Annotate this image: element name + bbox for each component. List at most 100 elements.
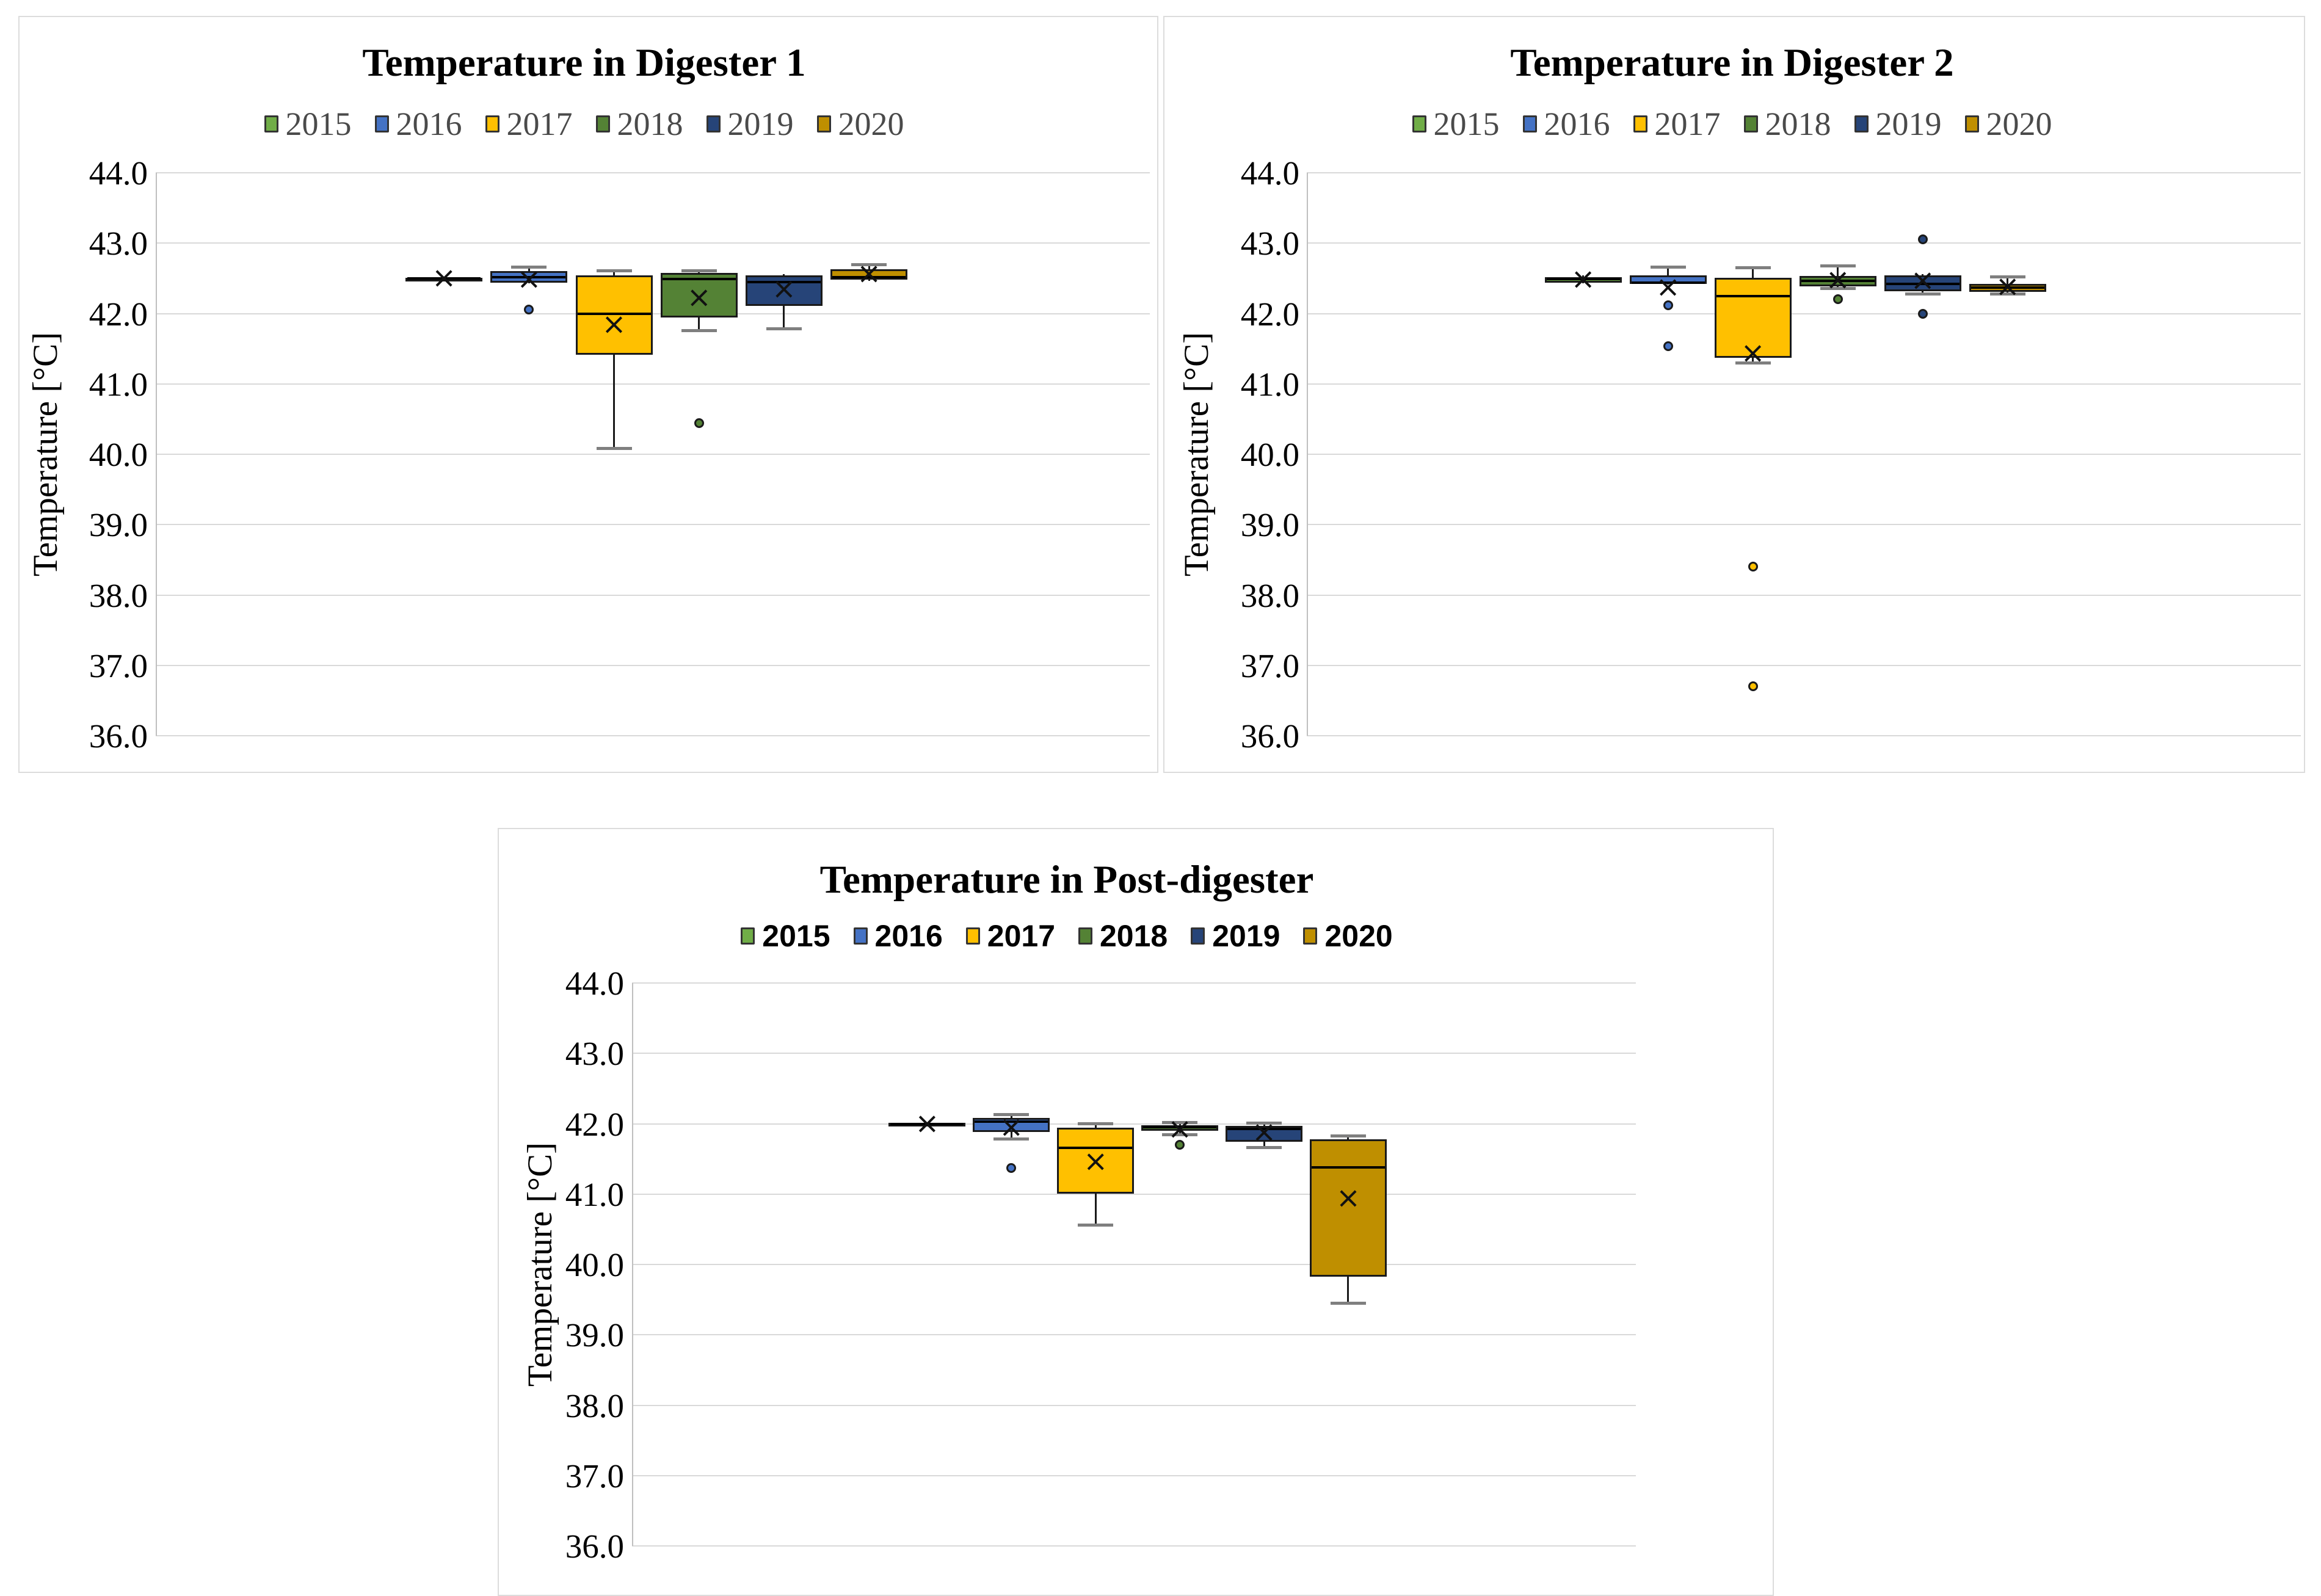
upper-whisker-cap — [1246, 1121, 1282, 1125]
legend-label: 2020 — [838, 106, 904, 142]
mean-marker: × — [915, 1106, 940, 1141]
outlier-point — [1748, 562, 1758, 572]
outlier-point — [1917, 234, 1928, 245]
mean-marker: × — [1335, 1180, 1361, 1215]
legend-swatch — [1522, 115, 1537, 132]
legend-item-2015: 2015 — [1412, 105, 1500, 143]
legend-item-2018: 2018 — [595, 105, 683, 143]
gridline — [1307, 454, 2301, 455]
legend-label: 2015 — [1433, 106, 1500, 142]
gridline — [156, 454, 1150, 455]
y-tick-label: 39.0 — [89, 506, 148, 544]
gridline — [1307, 524, 2301, 526]
y-axis-line — [1307, 173, 1308, 736]
median-line — [1970, 286, 2044, 289]
mean-marker: × — [856, 256, 882, 291]
median-line — [662, 278, 736, 281]
median-line — [832, 275, 906, 278]
legend-swatch — [264, 115, 278, 132]
legend-swatch — [1743, 115, 1758, 132]
legend-swatch — [595, 115, 610, 132]
y-tick-label: 44.0 — [89, 154, 148, 192]
legend-item-2016: 2016 — [1522, 105, 1610, 143]
box — [1714, 277, 1792, 358]
legend-swatch — [853, 927, 868, 945]
median-line — [1311, 1166, 1385, 1169]
mean-marker: × — [601, 307, 627, 341]
chart-title: Temperature in Digester 2 — [1510, 41, 1954, 85]
chart-panel — [1163, 16, 2305, 773]
legend-swatch — [1633, 115, 1647, 132]
upper-whisker — [1837, 266, 1839, 277]
y-tick-label: 42.0 — [565, 1105, 624, 1143]
legend-swatch — [1854, 115, 1869, 132]
median-line — [890, 1122, 964, 1125]
gridline — [632, 1334, 1636, 1336]
outlier-point — [1917, 308, 1928, 319]
lower-whisker-cap — [993, 1137, 1030, 1141]
gridline — [1307, 242, 2301, 244]
legend: 2015 2016 2017 2018 2019 2020 — [18, 103, 1150, 145]
legend-label: 2015 — [285, 106, 352, 142]
outlier-point — [1748, 681, 1758, 692]
outlier-point — [1663, 300, 1673, 310]
y-tick-label: 39.0 — [565, 1316, 624, 1354]
mean-marker: × — [1825, 263, 1850, 297]
lower-whisker-cap — [1246, 1146, 1282, 1150]
y-tick-label: 37.0 — [565, 1457, 624, 1495]
upper-whisker — [2007, 277, 2009, 285]
legend: 2015 2016 2017 2018 2019 2020 — [498, 915, 1636, 957]
legend-swatch — [1412, 115, 1426, 132]
gridline — [1307, 383, 2301, 385]
legend-item-2020: 2020 — [816, 105, 904, 143]
upper-whisker — [528, 267, 530, 272]
y-tick-label: 43.0 — [1240, 225, 1299, 263]
upper-whisker-cap — [851, 263, 887, 267]
legend-item-2015: 2015 — [741, 918, 830, 954]
median-line — [1716, 294, 1790, 297]
y-tick-label: 42.0 — [1240, 295, 1299, 333]
mean-marker: × — [1251, 1115, 1277, 1150]
mean-marker: × — [1740, 336, 1765, 371]
gridline — [156, 172, 1150, 173]
mean-marker: × — [1571, 262, 1596, 297]
mean-marker: × — [1655, 269, 1680, 304]
mean-marker: × — [686, 280, 711, 315]
upper-whisker — [1582, 275, 1585, 277]
gridline — [156, 664, 1150, 666]
legend-label: 2017 — [1654, 106, 1721, 142]
mean-marker: × — [1083, 1144, 1108, 1178]
gridline — [1307, 664, 2301, 666]
legend-label: 2016 — [874, 919, 943, 953]
upper-whisker — [1667, 267, 1669, 276]
outlier-point — [1832, 294, 1843, 305]
legend-label: 2018 — [1765, 106, 1831, 142]
legend-label: 2016 — [1544, 106, 1610, 142]
lower-whisker — [1667, 284, 1669, 285]
gridline — [1307, 735, 2301, 736]
upper-whisker-cap — [1989, 275, 2025, 279]
y-tick-label: 43.0 — [89, 225, 148, 263]
lower-whisker — [1263, 1142, 1265, 1148]
gridline — [156, 524, 1150, 526]
outlier-point — [1175, 1140, 1185, 1150]
gridline — [632, 1053, 1636, 1054]
legend-label: 2017 — [987, 919, 1055, 953]
y-tick-label: 36.0 — [1240, 717, 1299, 755]
legend-swatch — [1303, 927, 1318, 945]
legend-item-2018: 2018 — [1078, 918, 1168, 954]
lower-whisker — [1179, 1131, 1181, 1135]
upper-whisker — [1010, 1114, 1012, 1119]
y-tick-label: 40.0 — [1240, 436, 1299, 473]
legend-item-2020: 2020 — [1303, 918, 1393, 954]
